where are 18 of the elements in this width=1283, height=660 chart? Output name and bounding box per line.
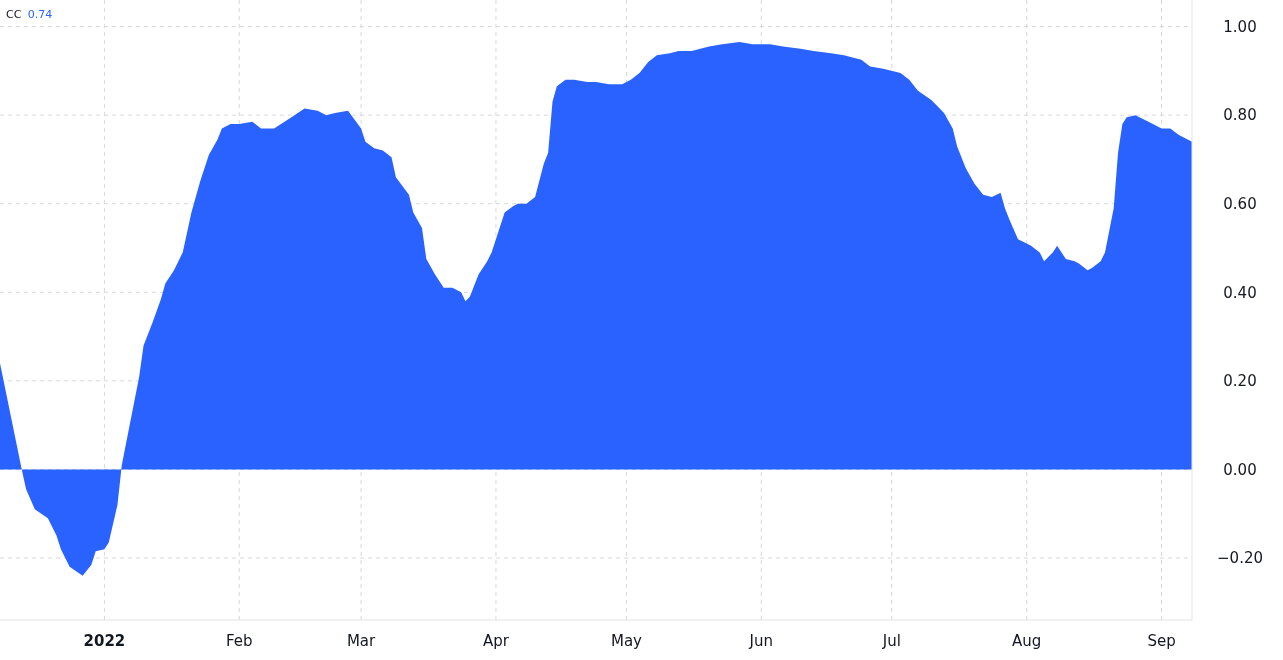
y-tick-label: 0.40 [1223,283,1257,302]
x-tick-label: May [610,632,643,650]
x-tick-label: Jun [748,632,774,650]
text: CC [6,8,25,21]
y-tick-label: 0.60 [1223,194,1257,213]
y-tick-label: −0.20 [1217,549,1263,568]
y-tick-label: 1.00 [1223,17,1257,36]
x-tick-label: 2022 [83,632,126,650]
y-tick-label: 0.20 [1223,372,1257,391]
y-tick-label: 0.00 [1223,460,1257,479]
x-tick-label: Feb [225,632,253,650]
annotation: 0.74 [27,8,53,21]
x-tick-label: Apr [482,632,510,650]
x-tick-label: Mar [346,632,377,650]
y-tick-label: 0.80 [1223,106,1257,125]
x-tick-label: Sep [1147,632,1176,650]
x-tick-label: Jul [881,632,901,650]
x-tick-label: Aug [1012,632,1042,650]
